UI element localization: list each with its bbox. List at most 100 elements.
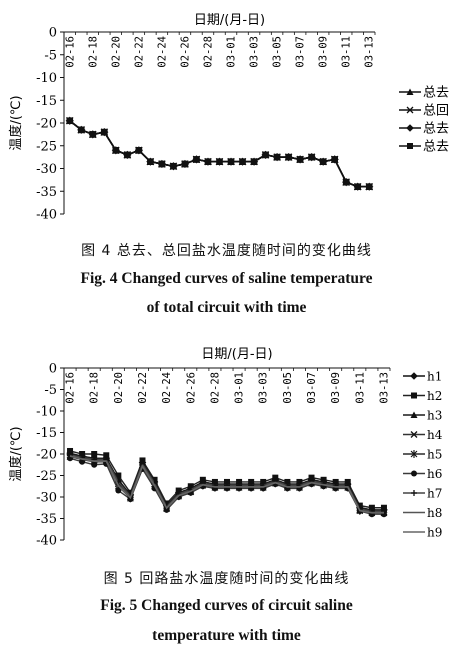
x-tick-label: 03-03 (258, 372, 270, 404)
data-point (204, 158, 212, 165)
series-0 (65, 116, 374, 190)
data-point (354, 183, 362, 190)
series-line (69, 120, 370, 188)
series-3 (66, 117, 373, 190)
x-tick-label: 03-01 (226, 36, 238, 68)
x-tick-label: 03-07 (295, 36, 307, 68)
y-tick-label: -35 (36, 512, 57, 527)
x-tick-label: 02-18 (89, 372, 101, 404)
legend-marker (410, 411, 418, 418)
legend-item: h4 (403, 428, 443, 442)
legend-item: h2 (403, 389, 442, 403)
x-tick-label: 02-16 (65, 372, 77, 404)
x-tick-label: 02-28 (202, 36, 214, 68)
data-point (227, 158, 235, 165)
fig5-caption-en-line2: temperature with time (152, 627, 301, 644)
data-point (181, 160, 189, 168)
data-point (308, 153, 315, 161)
x-tick-label: 03-13 (364, 36, 376, 68)
legend-label: h1 (427, 370, 442, 384)
data-point (319, 158, 327, 165)
data-point (285, 153, 292, 161)
legend-marker (406, 106, 414, 114)
y-tick-label: -40 (36, 208, 57, 223)
y-tick-label: -25 (36, 139, 57, 154)
data-point (331, 156, 338, 163)
legend-item: h3 (403, 409, 442, 423)
x-tick-label: 02-18 (87, 36, 99, 68)
series-line (69, 120, 370, 188)
legend-marker (411, 392, 417, 399)
data-point (250, 158, 258, 165)
data-point (147, 158, 154, 165)
legend-label: h7 (427, 487, 442, 501)
series-line (69, 455, 384, 514)
x-tick-label: 02-22 (137, 372, 149, 404)
x-tick-label: 02-16 (64, 36, 76, 68)
chart-fig5: 日期/(月-日) 温度/(℃) 0 -5 -10 -15 -20 -25 -30 -35 -40 02… (8, 347, 443, 549)
legend-item: 总去 (399, 86, 449, 101)
x-tick-label: 02-24 (156, 36, 168, 68)
data-point (66, 117, 74, 125)
legend-item: 总回 (399, 104, 449, 119)
data-point (262, 151, 269, 159)
data-point (115, 472, 122, 479)
data-point (91, 451, 98, 457)
legend-marker (411, 490, 417, 496)
x-tick-label: 02-28 (209, 372, 221, 404)
x-tick-label: 02-26 (179, 36, 191, 68)
x-tick-label: 03-01 (234, 372, 246, 404)
legend-item: h6 (403, 467, 442, 481)
y-tick-label: -25 (36, 469, 57, 484)
fig4-caption-zh: 图 4 总去、总回盐水温度随时间的变化曲线 (81, 243, 372, 259)
legend-marker (406, 124, 414, 132)
fig4-caption-en-line2: of total circuit with time (146, 299, 307, 316)
legend-label: h5 (427, 448, 442, 462)
legend-item: h7 (403, 487, 442, 501)
y-tick-label: -5 (44, 48, 57, 63)
data-point (239, 158, 246, 165)
x-tick-label: 03-07 (306, 372, 318, 404)
x-tick-label: 03-09 (318, 36, 330, 68)
legend-item: 总去 (399, 122, 449, 137)
legend-item: h5 (403, 448, 442, 462)
series-8 (69, 455, 384, 514)
y-tick-label: -15 (36, 426, 57, 441)
x-tick-label: 03-03 (249, 36, 261, 68)
y-tick-label: -20 (36, 448, 57, 463)
y-tick-label: -15 (36, 94, 57, 109)
x-tick-label: 03-09 (330, 372, 342, 404)
y-tick-label: -30 (36, 491, 57, 506)
y-tick-label: -5 (44, 383, 57, 398)
chart-fig4: 日期/(月-日) 温度/(℃) 0 -5 -10 -15 -20 -25 -30 -35 -40 02… (8, 13, 449, 223)
data-point (101, 128, 108, 136)
data-point (163, 506, 170, 513)
legend-marker (410, 431, 418, 438)
y-tick-label: -10 (36, 405, 57, 420)
x-tick-label: 03-13 (378, 372, 390, 404)
legend-label: 总回 (423, 104, 449, 119)
legend-label: h3 (427, 409, 442, 423)
series-line (69, 120, 370, 188)
legend-item: h1 (403, 370, 442, 384)
legend-marker (411, 470, 417, 477)
legend-item: h9 (403, 526, 442, 540)
data-point (91, 461, 98, 468)
y-tick-label: -10 (36, 71, 57, 86)
series-1 (65, 116, 374, 191)
y-tick-label: -35 (36, 185, 57, 200)
legend-label: h6 (427, 467, 442, 481)
legend-label: 总去 (423, 86, 449, 101)
legend-label: h8 (427, 506, 442, 520)
x-tick-label: 03-05 (282, 372, 294, 404)
x-tick-label: 02-24 (161, 372, 173, 404)
data-point (124, 151, 131, 159)
x-tick-label: 02-26 (185, 372, 197, 404)
fig5-caption-en-line1: Fig. 5 Changed curves of circuit saline (100, 597, 353, 614)
x-tick-label: 03-11 (341, 36, 353, 68)
legend-label: h9 (427, 526, 442, 540)
x-tick-label: 03-11 (354, 372, 366, 404)
data-point (273, 153, 281, 161)
legend-label: 总去 (423, 140, 449, 155)
